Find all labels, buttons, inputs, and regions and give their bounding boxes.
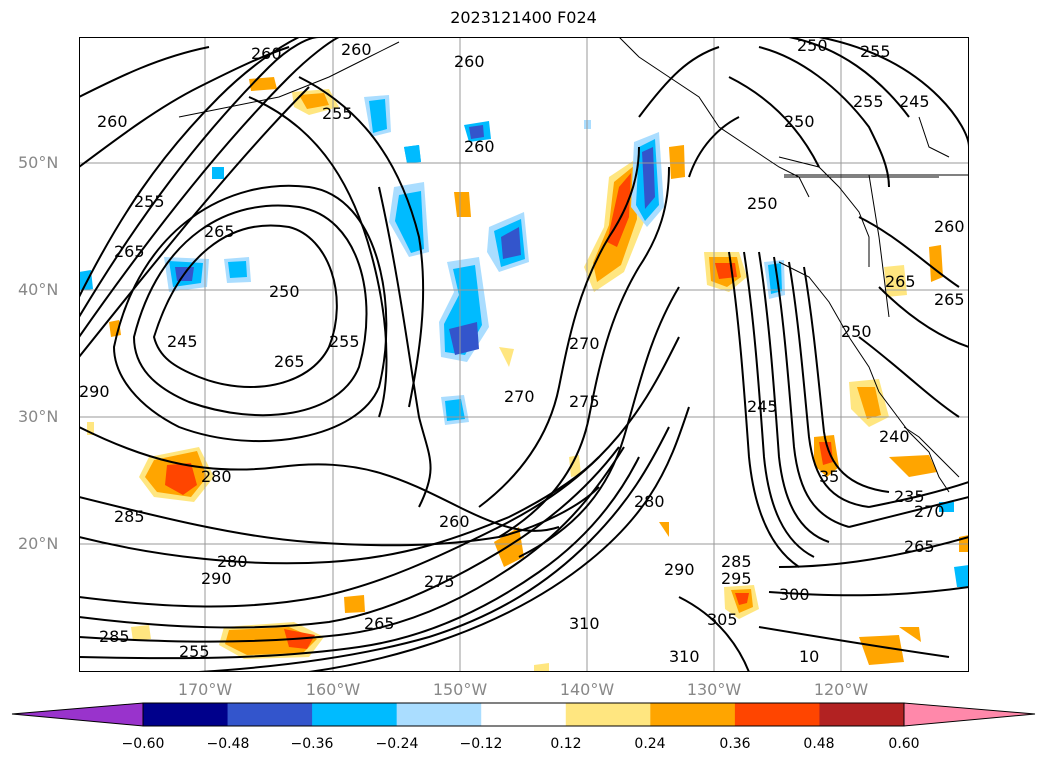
contour-label: 260: [439, 512, 470, 531]
contour-label: 280: [634, 492, 665, 511]
lon-label-160w: 160°W: [305, 680, 361, 699]
colorbar-segment: [227, 703, 313, 726]
colorbar: [11, 702, 1036, 727]
colorbar-extend-right: [903, 702, 1036, 727]
colorbar-tick: −0.36: [290, 736, 334, 752]
colorbar-extend-left: [11, 702, 144, 727]
map-title: 2023121400 F024: [450, 8, 597, 27]
contour-label: 285: [721, 552, 752, 571]
contour-label: 260: [464, 137, 495, 156]
colorbar-tick: 0.12: [550, 736, 582, 752]
contour-label: 250: [841, 322, 872, 341]
lat-label-40n: 40°N: [18, 280, 59, 299]
contour-label: 270: [504, 387, 535, 406]
colorbar-tick: 0.24: [634, 736, 666, 752]
contour-label: 265: [885, 272, 916, 291]
contour-label: 265: [904, 537, 935, 556]
lat-label-50n: 50°N: [18, 153, 59, 172]
colorbar-segment: [565, 703, 651, 726]
colorbar-segment: [481, 703, 567, 726]
colorbar-segment: [734, 703, 820, 726]
contour-label: 260: [341, 40, 372, 59]
contour-label: 265: [274, 352, 305, 371]
contour-label: 280: [201, 467, 232, 486]
contour-labels: 260 260 260 260 255 255 250 255 245 250 …: [79, 37, 965, 666]
contour-label: 255: [322, 104, 353, 123]
contour-lines: [79, 37, 969, 672]
contour-label: 280: [217, 552, 248, 571]
contour-label: 245: [167, 332, 198, 351]
colorbar-segment: [650, 703, 736, 726]
contour-label: 260: [251, 44, 282, 63]
coastlines: [178, 37, 969, 493]
map-canvas: 260 260 260 260 255 255 250 255 245 250 …: [79, 37, 969, 672]
contour-label: 250: [797, 37, 828, 55]
colorbar-tick: 0.36: [719, 736, 751, 752]
lon-label-150w: 150°W: [432, 680, 488, 699]
lon-label-130w: 130°W: [686, 680, 742, 699]
contour-label: 275: [424, 572, 455, 591]
contour-label: 235: [894, 487, 925, 506]
contour-label: 285: [114, 507, 145, 526]
colorbar-segment: [396, 703, 482, 726]
colorbar-frame: [142, 702, 905, 727]
lon-label-120w: 120°W: [813, 680, 869, 699]
contour-label: 290: [79, 382, 110, 401]
map-gridlines: [79, 37, 969, 672]
contour-label: 265: [204, 222, 235, 241]
colorbar-tick: 0.48: [803, 736, 835, 752]
lon-label-170w: 170°W: [177, 680, 233, 699]
contour-label: 295: [721, 569, 752, 588]
negative-anomaly-shading: [79, 95, 969, 587]
contour-label: 290: [664, 560, 695, 579]
contour-label: 260: [454, 52, 485, 71]
colorbar-segment: [312, 703, 398, 726]
contour-label: 255: [860, 42, 891, 61]
colorbar-segments: [143, 703, 905, 726]
colorbar-segment: [819, 703, 905, 726]
contour-label: 10: [799, 647, 819, 666]
contour-label: 265: [114, 242, 145, 261]
colorbar-tick: −0.48: [206, 736, 250, 752]
contour-label: 275: [569, 392, 600, 411]
contour-label: 250: [784, 112, 815, 131]
contour-label: 260: [934, 217, 965, 236]
positive-anomaly-shading: [87, 77, 969, 672]
map-frame: [79, 37, 969, 672]
contour-label: 245: [899, 92, 930, 111]
contour-label: 270: [569, 334, 600, 353]
contour-label: 255: [179, 642, 210, 661]
map-panel: 260 260 260 260 255 255 250 255 245 250 …: [79, 37, 969, 672]
contour-label: 255: [134, 192, 165, 211]
contour-label: 270: [914, 502, 945, 521]
contour-label: 265: [934, 290, 965, 309]
contour-label: 255: [853, 92, 884, 111]
contour-label: 285: [99, 627, 130, 646]
colorbar-tick: −0.60: [121, 736, 165, 752]
contour-label: 300: [779, 585, 810, 604]
lat-label-30n: 30°N: [18, 407, 59, 426]
contour-label: 35: [819, 467, 839, 486]
colorbar-tick: −0.12: [459, 736, 503, 752]
contour-label: 310: [669, 647, 700, 666]
contour-label: 250: [269, 282, 300, 301]
contour-label: 255: [329, 332, 360, 351]
contour-label: 310: [569, 614, 600, 633]
contour-label: 245: [747, 397, 778, 416]
lon-label-140w: 140°W: [559, 680, 615, 699]
contour-label: 250: [747, 194, 778, 213]
contour-label: 290: [201, 569, 232, 588]
contour-label: 305: [707, 610, 738, 629]
colorbar-tick: −0.24: [375, 736, 419, 752]
contour-label: 265: [364, 614, 395, 633]
colorbar-segment: [143, 703, 229, 726]
contour-label: 260: [97, 112, 128, 131]
colorbar-tick: 0.60: [888, 736, 920, 752]
lat-label-20n: 20°N: [18, 534, 59, 553]
contour-label: 240: [879, 427, 910, 446]
